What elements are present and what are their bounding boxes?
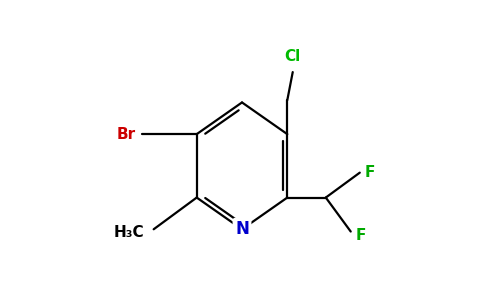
Text: H₃C: H₃C <box>114 225 145 240</box>
Text: F: F <box>364 165 375 180</box>
Text: N: N <box>235 220 249 238</box>
Text: F: F <box>355 228 365 243</box>
Text: Cl: Cl <box>285 49 301 64</box>
Text: Br: Br <box>117 127 136 142</box>
